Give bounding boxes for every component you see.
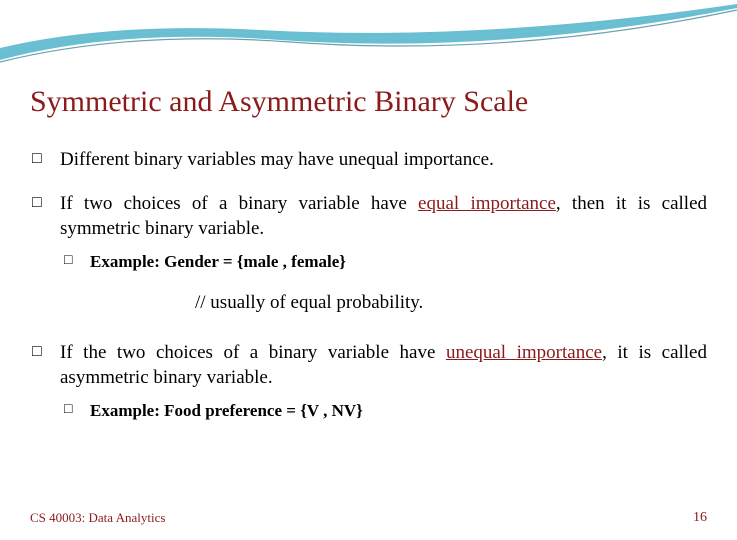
main-bullet-list: Different binary variables may have uneq… [30,147,707,274]
slide-content: Symmetric and Asymmetric Binary Scale Di… [0,0,737,423]
slide-title: Symmetric and Asymmetric Binary Scale [30,85,707,119]
bullet-3-pre: If the two choices of a binary variable … [60,342,446,363]
bullet-2-sublist: Example: Gender = {male , female} [60,250,707,274]
footer-course: CS 40003: Data Analytics [30,510,165,526]
bullet-3: If the two choices of a binary variable … [60,340,707,423]
bullet-2-sub: Example: Gender = {male , female} [90,250,707,274]
bullet-2-emph: equal importance [418,193,556,214]
bullet-3-sub-set: {V , NV} [300,401,363,420]
bullet-2-comment: // usually of equal probability. [30,292,707,314]
slide-footer: CS 40003: Data Analytics 16 [30,510,707,526]
bullet-1-text: Different binary variables may have uneq… [60,149,494,170]
bullet-3-sublist: Example: Food preference = {V , NV} [60,399,707,423]
bullet-3-sub: Example: Food preference = {V , NV} [90,399,707,423]
bullet-2-sub-pre: Example: Gender = [90,252,237,271]
footer-page-number: 16 [693,510,707,526]
bullet-3-emph: unequal importance [446,342,602,363]
bullet-3-sub-pre: Example: Food preference = [90,401,300,420]
bullet-2-pre: If two choices of a binary variable have [60,193,418,214]
bullet-2-sub-set: {male , female} [237,252,346,271]
bullet-1: Different binary variables may have uneq… [60,147,707,173]
main-bullet-list-2: If the two choices of a binary variable … [30,340,707,423]
bullet-2: If two choices of a binary variable have… [60,191,707,274]
